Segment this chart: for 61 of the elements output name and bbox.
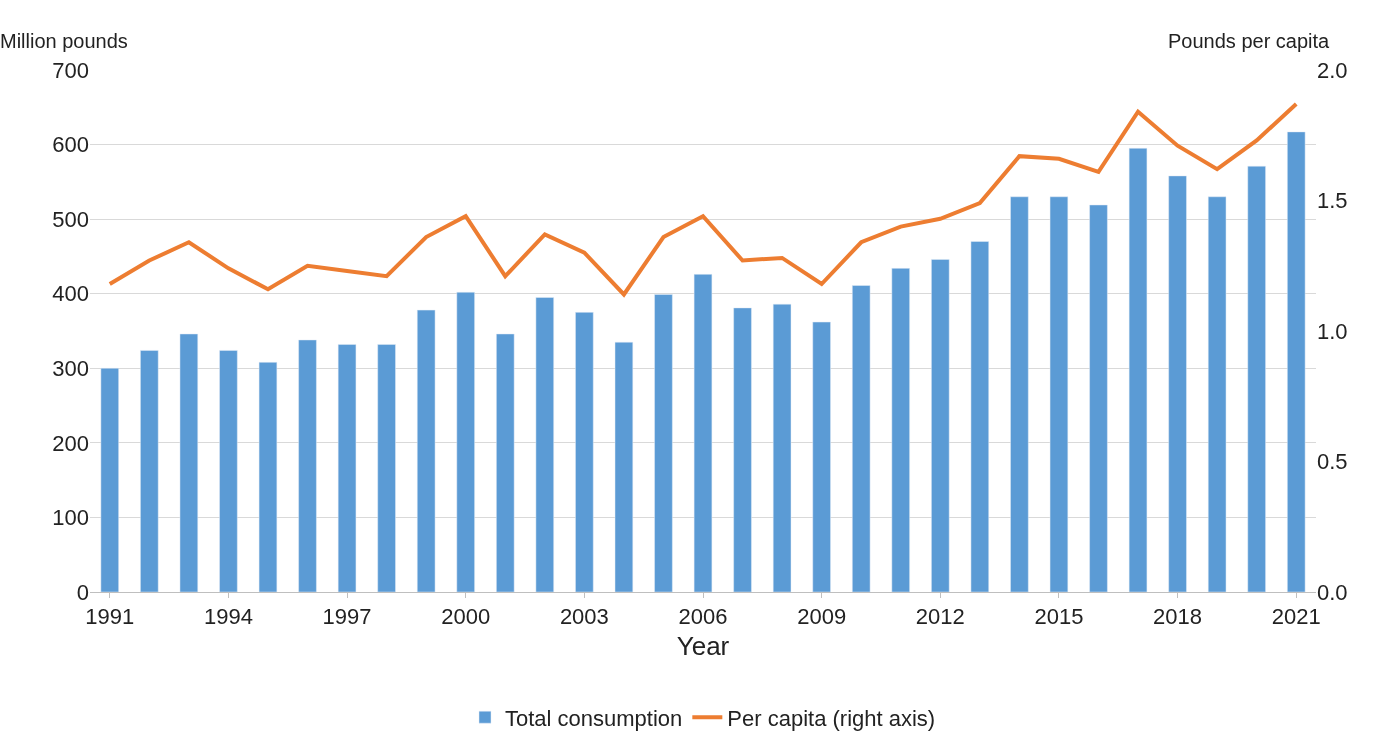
bar <box>772 303 792 592</box>
x-tick-label: 2003 <box>559 604 609 630</box>
bar <box>1128 148 1148 592</box>
bar <box>417 309 436 592</box>
y-tick-label: 200 <box>52 430 89 456</box>
bar <box>891 268 910 592</box>
x-tick-label: 1991 <box>85 604 135 630</box>
legend-label: Total consumption <box>505 705 683 731</box>
bar <box>575 312 594 592</box>
bar <box>654 294 673 592</box>
y-tick-label: 700 <box>52 57 89 83</box>
y-tick-label: 600 <box>52 132 89 158</box>
x-tick-label: 1997 <box>322 604 372 630</box>
y2-tick-label: 1.5 <box>1317 188 1348 214</box>
bar <box>535 297 554 592</box>
x-tick-label: 1994 <box>203 604 253 630</box>
bar <box>298 339 317 592</box>
bar <box>100 368 119 592</box>
bar <box>496 333 515 592</box>
bar <box>812 321 831 592</box>
y-tick-label: 100 <box>52 505 89 531</box>
y-tick-label: 0 <box>76 579 89 605</box>
y-tick-label: 300 <box>52 355 89 381</box>
bar <box>733 307 752 592</box>
bar <box>219 350 238 592</box>
x-tick-label: 2018 <box>1153 604 1203 630</box>
y2-tick-label: 1.0 <box>1317 318 1348 344</box>
y-axis-title: Million pounds <box>0 30 128 52</box>
bar <box>693 274 713 592</box>
bar <box>1287 131 1306 592</box>
bar <box>179 333 199 592</box>
bar <box>852 285 871 592</box>
bar <box>1010 196 1029 592</box>
x-tick-label: 2015 <box>1034 604 1084 630</box>
y2-tick-label: 0.5 <box>1317 449 1348 475</box>
legend-label: Per capita (right axis) <box>727 705 936 731</box>
line-series <box>107 101 1299 297</box>
bar <box>1207 196 1227 592</box>
y-tick-label: 400 <box>52 281 89 307</box>
y2-tick-label: 0.0 <box>1317 579 1348 605</box>
bar <box>931 259 950 592</box>
bar <box>456 291 475 592</box>
x-tick-label: 2012 <box>915 604 965 630</box>
x-axis-title: Year <box>676 631 730 662</box>
bar <box>1168 175 1187 592</box>
x-tick-label: 2021 <box>1271 604 1321 630</box>
bar <box>377 344 396 592</box>
y2-axis-title: Pounds per capita <box>1168 30 1331 52</box>
x-tick-label: 2000 <box>441 604 491 630</box>
x-tick-label: 2009 <box>797 604 847 630</box>
bar <box>258 362 278 592</box>
bar <box>1089 204 1108 592</box>
bar <box>140 350 159 592</box>
y-tick-label: 500 <box>52 206 89 232</box>
bar <box>1049 196 1069 592</box>
bar <box>1247 165 1266 592</box>
y2-tick-label: 2.0 <box>1317 57 1348 83</box>
x-tick-label: 2006 <box>678 604 728 630</box>
bar <box>614 341 634 592</box>
bar <box>970 241 989 592</box>
bar <box>337 344 357 592</box>
